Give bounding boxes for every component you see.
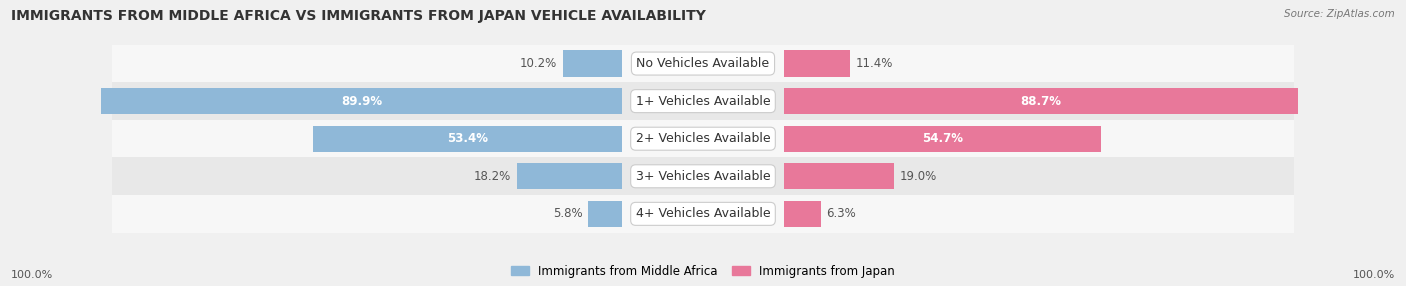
Bar — [785, 50, 851, 77]
Text: 6.3%: 6.3% — [827, 207, 856, 220]
Text: 5.8%: 5.8% — [553, 207, 582, 220]
Text: 89.9%: 89.9% — [342, 95, 382, 108]
Text: 100.0%: 100.0% — [11, 270, 53, 280]
Bar — [588, 201, 621, 227]
Bar — [785, 163, 894, 189]
Bar — [112, 158, 1294, 195]
Bar — [112, 45, 1294, 82]
Text: 88.7%: 88.7% — [1021, 95, 1062, 108]
Text: 19.0%: 19.0% — [900, 170, 936, 183]
Bar — [785, 126, 1101, 152]
Bar — [112, 120, 1294, 158]
Bar — [112, 195, 1294, 233]
Text: IMMIGRANTS FROM MIDDLE AFRICA VS IMMIGRANTS FROM JAPAN VEHICLE AVAILABILITY: IMMIGRANTS FROM MIDDLE AFRICA VS IMMIGRA… — [11, 9, 706, 23]
Text: 54.7%: 54.7% — [922, 132, 963, 145]
Bar — [101, 88, 621, 114]
Text: 10.2%: 10.2% — [520, 57, 557, 70]
Text: No Vehicles Available: No Vehicles Available — [637, 57, 769, 70]
Text: 100.0%: 100.0% — [1353, 270, 1395, 280]
Text: 53.4%: 53.4% — [447, 132, 488, 145]
Bar — [312, 126, 621, 152]
Text: 2+ Vehicles Available: 2+ Vehicles Available — [636, 132, 770, 145]
Text: 4+ Vehicles Available: 4+ Vehicles Available — [636, 207, 770, 220]
Text: 1+ Vehicles Available: 1+ Vehicles Available — [636, 95, 770, 108]
Bar — [785, 201, 821, 227]
Bar — [516, 163, 621, 189]
Text: 3+ Vehicles Available: 3+ Vehicles Available — [636, 170, 770, 183]
Bar — [562, 50, 621, 77]
Bar — [785, 88, 1298, 114]
Legend: Immigrants from Middle Africa, Immigrants from Japan: Immigrants from Middle Africa, Immigrant… — [506, 260, 900, 282]
Text: Source: ZipAtlas.com: Source: ZipAtlas.com — [1284, 9, 1395, 19]
Text: 11.4%: 11.4% — [856, 57, 893, 70]
Bar — [112, 82, 1294, 120]
Text: 18.2%: 18.2% — [474, 170, 510, 183]
